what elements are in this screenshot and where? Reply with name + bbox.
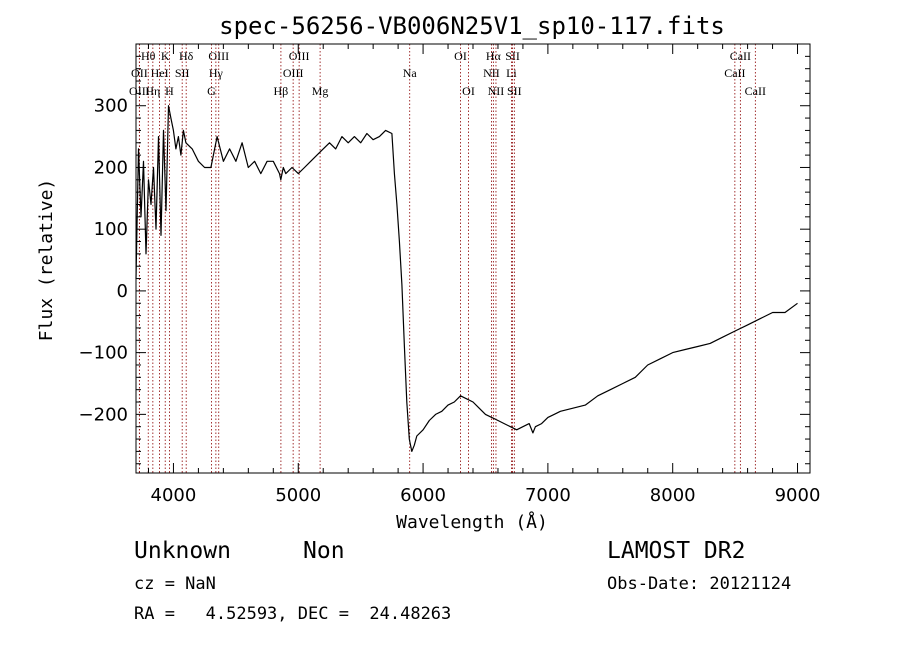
- marker-label: Hγ: [209, 66, 224, 80]
- marker-label: Hθ: [141, 49, 156, 63]
- x-tick-label: 9000: [775, 485, 821, 506]
- marker-label: K: [161, 49, 170, 63]
- marker-label: G: [207, 84, 216, 98]
- spectrum-line: [135, 105, 798, 452]
- marker-label: Na: [403, 66, 418, 80]
- marker-label: CaII: [724, 66, 745, 80]
- marker-label: OI: [462, 84, 475, 98]
- marker-label: Hη: [145, 84, 160, 98]
- chart-title: spec-56256-VB006N25V1_sp10-117.fits: [219, 12, 725, 40]
- y-tick-label: 200: [94, 157, 128, 178]
- marker-label: SII: [175, 66, 190, 80]
- marker-label: CaII: [745, 84, 766, 98]
- y-tick-label: 300: [94, 96, 128, 117]
- marker-label: HeI: [151, 66, 169, 80]
- x-tick-label: 4000: [151, 485, 197, 506]
- x-tick-label: 6000: [400, 485, 446, 506]
- coordinates-text: RA = 4.52593, DEC = 24.48263: [134, 604, 452, 624]
- marker-label: OIII: [129, 84, 150, 98]
- x-axis: 4000 5000 6000 7000 8000 9000: [147, 44, 821, 506]
- marker-label: Hα: [486, 49, 502, 63]
- marker-label: H: [165, 84, 174, 98]
- marker-label: Hβ: [274, 84, 289, 98]
- marker-label: NII: [483, 66, 500, 80]
- spectrum-series: [135, 105, 798, 452]
- marker-label: OIII: [283, 66, 304, 80]
- object-subclass: Non: [303, 538, 345, 564]
- y-axis-label: Flux (relative): [36, 179, 57, 342]
- x-tick-label: 7000: [525, 485, 571, 506]
- marker-label: OI: [454, 49, 467, 63]
- marker-label: NII: [488, 84, 505, 98]
- survey-label: LAMOST DR2: [607, 538, 746, 564]
- y-tick-label: 100: [94, 219, 128, 240]
- redshift-text: cz = NaN: [134, 574, 216, 594]
- obs-date-text: Obs-Date: 20121124: [607, 574, 792, 594]
- marker-label: SII: [505, 49, 520, 63]
- y-axis: −200 −100 0 100 200 300: [79, 55, 810, 465]
- x-axis-label: Wavelength (Å): [396, 511, 548, 533]
- x-tick-label: 8000: [650, 485, 696, 506]
- object-class: Unknown: [134, 538, 231, 564]
- marker-label: Mg: [312, 84, 329, 98]
- marker-label: CaII: [730, 49, 751, 63]
- marker-label: OIII: [289, 49, 310, 63]
- marker-label: Hδ: [179, 49, 194, 63]
- marker-label: SII: [507, 84, 522, 98]
- marker-label: Li: [506, 66, 517, 80]
- plot-frame: [135, 43, 811, 474]
- y-tick-label: −200: [79, 404, 128, 425]
- y-tick-label: −100: [79, 343, 128, 364]
- x-tick-label: 5000: [275, 485, 321, 506]
- marker-label: OIII: [208, 49, 229, 63]
- y-tick-label: 0: [117, 281, 128, 302]
